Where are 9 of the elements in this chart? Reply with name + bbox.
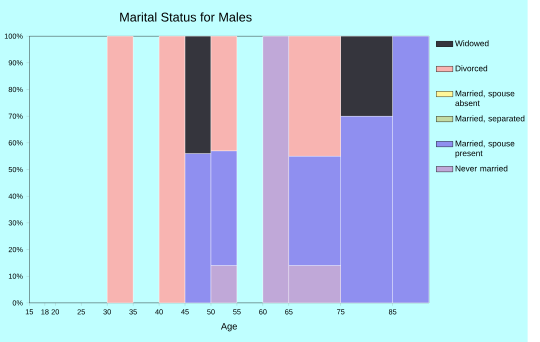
- legend-label: Married, spouse absent: [455, 90, 514, 106]
- legend-label: Widowed: [455, 40, 489, 46]
- legend-label: Never married: [456, 165, 508, 172]
- legend-label: Married, spouse present: [456, 140, 514, 158]
- x-axis-title: Age: [220, 323, 237, 332]
- chart-title: Marital Status for Males: [120, 12, 252, 22]
- legend-label: Married, separated: [456, 115, 524, 124]
- bar: [106, 36, 134, 304]
- legend-label: Divorced: [456, 65, 488, 72]
